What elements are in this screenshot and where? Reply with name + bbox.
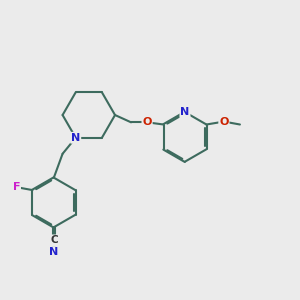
Text: N: N (49, 247, 58, 257)
Text: O: O (219, 117, 229, 127)
Text: N: N (71, 133, 80, 143)
Text: F: F (13, 182, 20, 192)
Text: N: N (180, 107, 190, 117)
Text: O: O (142, 117, 152, 127)
Text: C: C (50, 235, 58, 245)
